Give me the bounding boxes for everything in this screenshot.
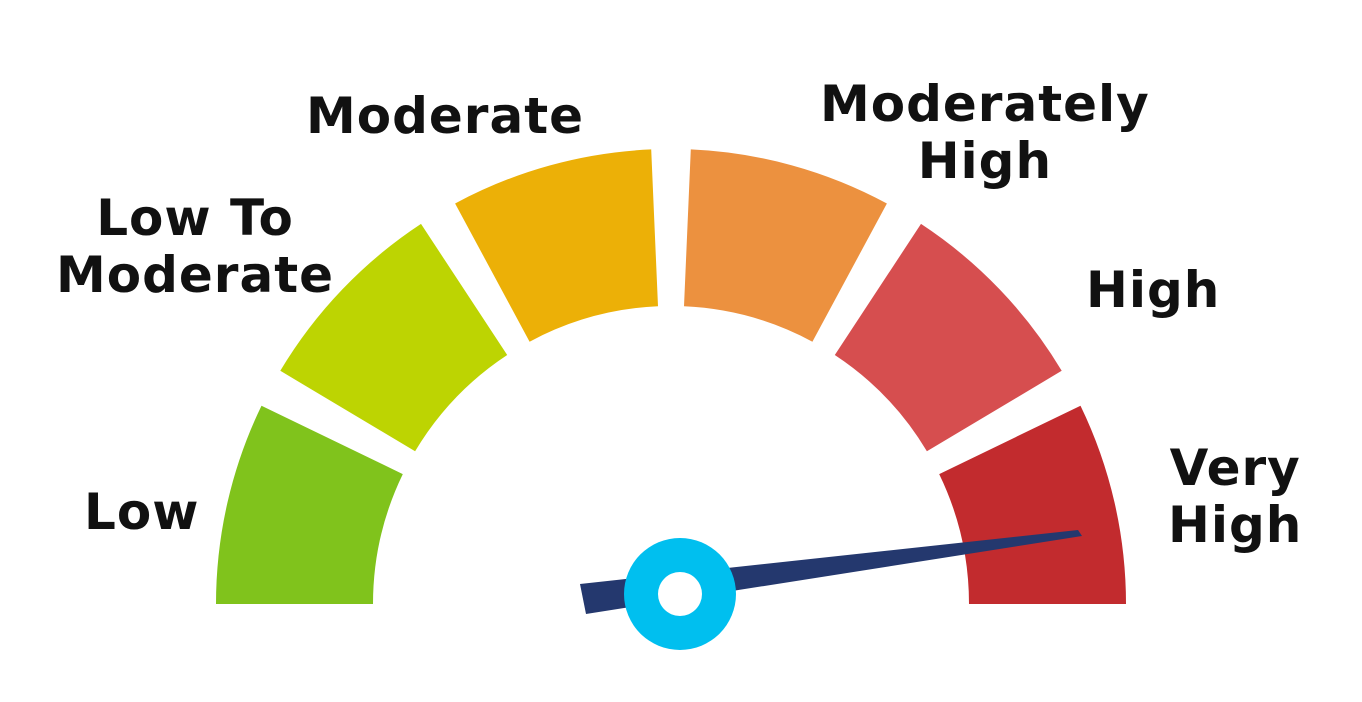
gauge-segments (216, 149, 1126, 604)
label-high: High (1086, 261, 1221, 319)
segment-high (834, 223, 1062, 452)
needle-hub-center (658, 572, 702, 616)
segment-low (216, 405, 403, 604)
label-low-to-moderate: Low To Moderate (56, 189, 335, 304)
segment-very-high (939, 405, 1126, 604)
gauge-needle (580, 530, 1082, 650)
label-moderately-high: Moderately High (820, 75, 1150, 190)
label-very-high: Very High (1168, 439, 1303, 554)
label-moderate: Moderate (306, 87, 585, 145)
segment-low-to-moderate (280, 223, 508, 452)
label-low: Low (84, 483, 200, 541)
segment-moderate (455, 149, 658, 342)
segment-moderately-high (684, 149, 887, 342)
